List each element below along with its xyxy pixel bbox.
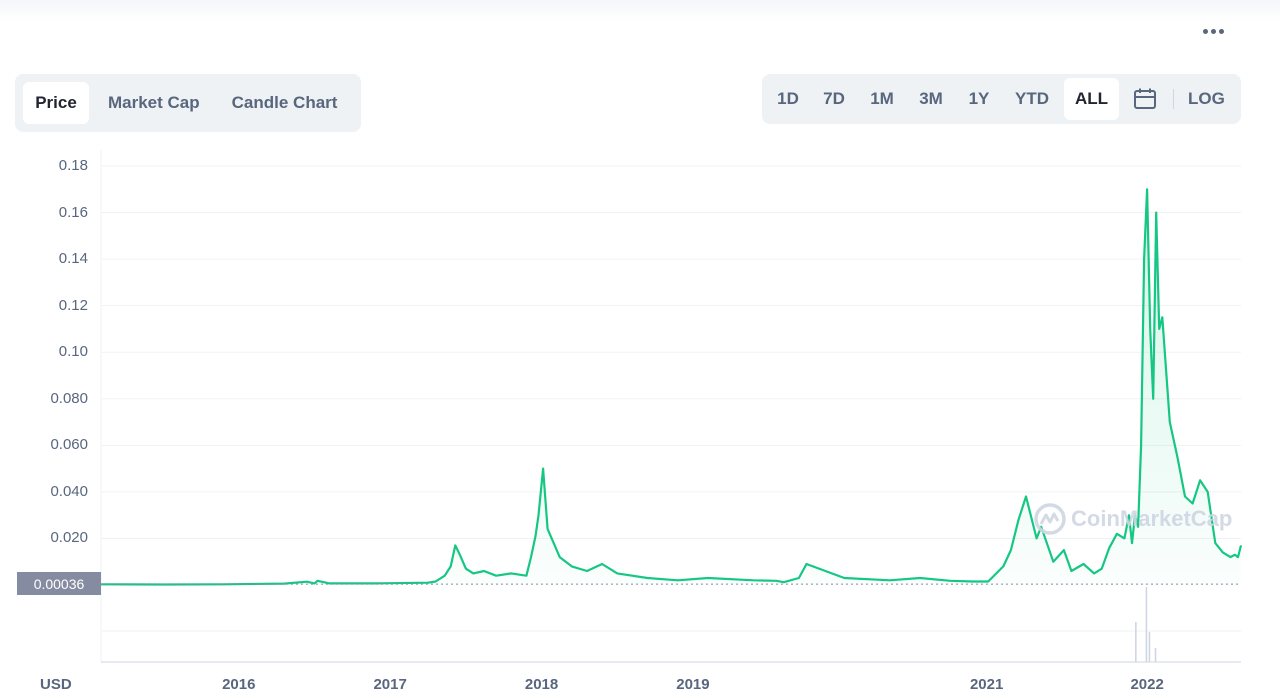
y-tick-label: 0.10 [58, 343, 88, 361]
x-tick-label: 2018 [524, 676, 559, 693]
more-dot [1210, 28, 1216, 34]
x-tick-label: 2022 [1130, 676, 1164, 693]
series-line [100, 188, 1243, 586]
currency-label: USD [40, 676, 72, 693]
volume-bar [1154, 648, 1157, 662]
watermark-text: CoinMarketCap [1071, 506, 1233, 531]
more-dot [1202, 28, 1208, 34]
current-price-tag: 0.00036 [17, 572, 101, 595]
calendar-button[interactable] [1119, 78, 1171, 120]
y-tick-label: 0.18 [58, 157, 88, 174]
top-fade [0, 0, 1280, 22]
tab-market-cap[interactable]: Market Cap [108, 93, 200, 112]
volume-bar [1135, 622, 1137, 662]
y-tick-label: 0.040 [50, 482, 88, 500]
watermark: CoinMarketCap [1033, 502, 1232, 536]
more-dot [1218, 28, 1224, 34]
range-3m-button[interactable]: 3M [919, 89, 943, 108]
log-scale-toggle[interactable]: LOG [1188, 89, 1225, 108]
y-tick-label: 0.060 [50, 436, 88, 454]
range-1m-button[interactable]: 1M [870, 89, 894, 108]
chart-type-tabs: Price Market Cap Candle Chart [15, 74, 361, 132]
volume-bar [1145, 587, 1148, 662]
volume-bar [1148, 632, 1151, 662]
more-options-button[interactable] [1196, 18, 1230, 44]
y-tick-label: 0.14 [58, 250, 88, 268]
range-ytd-button[interactable]: YTD [1015, 89, 1049, 108]
y-tick-label: 0.080 [50, 389, 88, 407]
y-tick-label: 0.12 [58, 296, 88, 314]
range-7d-button[interactable]: 7D [823, 89, 845, 108]
y-tick-label: 0.16 [58, 203, 88, 221]
series-area [101, 189, 1241, 586]
x-tick-label: 2021 [969, 676, 1004, 693]
range-1d-button[interactable]: 1D [777, 89, 799, 108]
range-all-button[interactable]: ALL [1064, 78, 1119, 120]
x-tick-label: 2019 [676, 676, 710, 693]
coinmarketcap-logo-icon [1034, 503, 1066, 535]
tab-candle-chart[interactable]: Candle Chart [231, 93, 338, 112]
range-1y-button[interactable]: 1Y [968, 89, 990, 108]
divider [1173, 89, 1174, 109]
x-tick-label: 2017 [373, 676, 407, 693]
x-tick-label: 2016 [222, 676, 256, 693]
calendar-icon [1134, 88, 1156, 109]
time-range-selector: 1D 7D 1M 3M 1Y YTD ALL LOG [762, 74, 1241, 124]
y-tick-label: 0.020 [50, 529, 88, 547]
tab-price[interactable]: Price [23, 82, 89, 124]
